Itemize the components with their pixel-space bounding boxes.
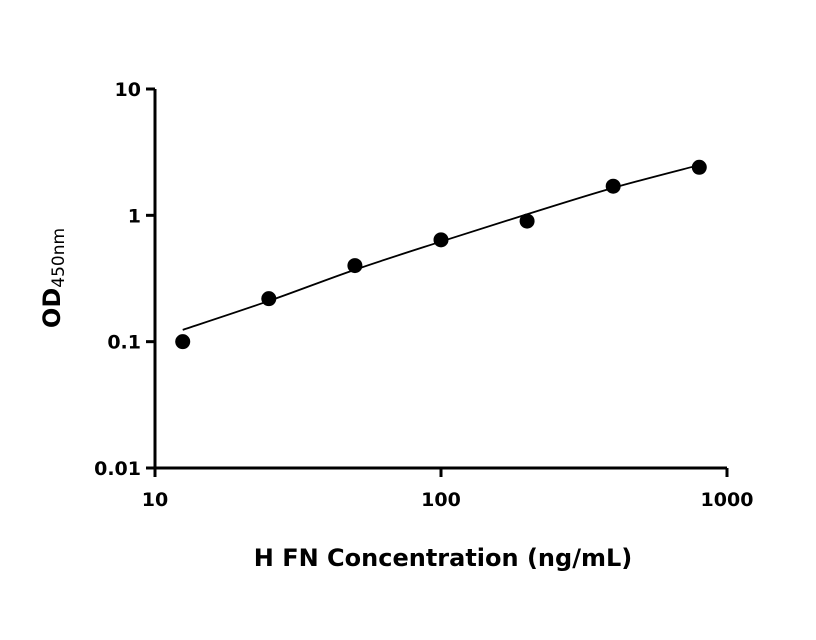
y-axis-label: OD450nm — [38, 228, 69, 328]
data-point — [175, 334, 191, 350]
data-point — [261, 291, 277, 307]
data-point — [691, 159, 707, 175]
y-tick-label: 0.01 — [94, 458, 141, 480]
y-axis-label-sub: 450nm — [49, 228, 69, 288]
y-tick-label: 1 — [128, 205, 141, 227]
x-tick-label: 10 — [142, 489, 168, 511]
y-axis-label-main: OD — [38, 288, 66, 328]
data-point — [347, 258, 363, 274]
data-point — [605, 178, 621, 194]
x-axis-label: H FN Concentration (ng/mL) — [254, 544, 632, 572]
y-tick-label: 10 — [115, 79, 141, 101]
y-tick-label: 0.1 — [107, 332, 141, 354]
data-point — [519, 213, 535, 229]
x-tick-label: 100 — [421, 489, 461, 511]
x-tick-label: 1000 — [701, 489, 754, 511]
data-point — [433, 232, 449, 248]
fit-curve — [182, 164, 700, 331]
